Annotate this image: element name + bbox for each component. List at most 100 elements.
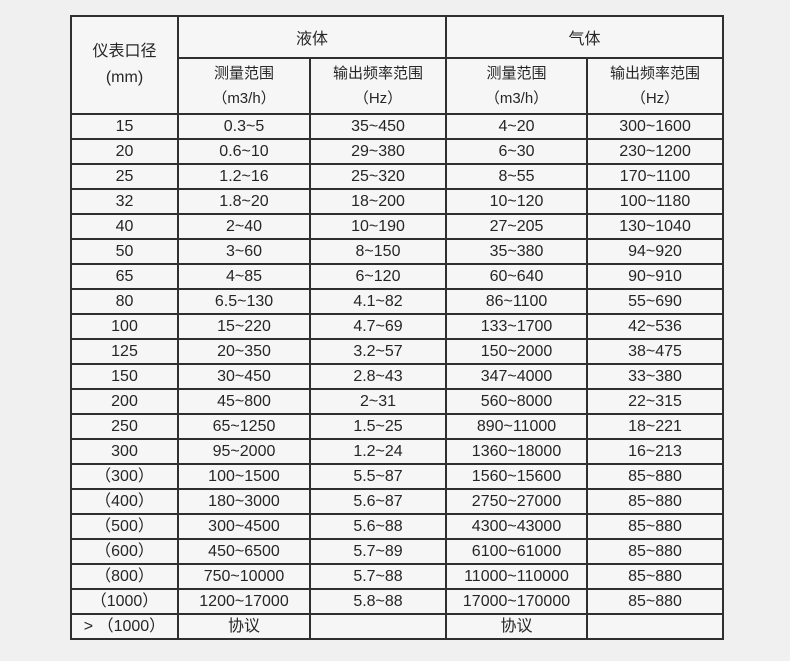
value-cell: 133~1700 xyxy=(445,313,589,340)
value-cell xyxy=(308,613,448,640)
value-cell: 11000~110000 xyxy=(445,563,589,590)
value-cell: 33~380 xyxy=(586,363,725,390)
column-header-gas-frequency-range: 输出频率范围 （Hz） xyxy=(586,57,725,115)
value-cell: 150~2000 xyxy=(445,338,589,365)
value-cell: 18~200 xyxy=(308,188,448,215)
caliber-cell: （400） xyxy=(70,488,179,515)
table-row: 15 0.3~5 35~450 4~20 300~1600 xyxy=(70,113,725,140)
value-cell: 300~4500 xyxy=(177,513,311,540)
measure-range-label: 测量范围 xyxy=(213,65,274,82)
table-row: 150 30~450 2.8~43 347~4000 33~380 xyxy=(70,363,725,390)
value-cell: 85~880 xyxy=(586,588,725,615)
caliber-cell: 20 xyxy=(70,138,179,165)
value-cell: 130~1040 xyxy=(586,213,725,240)
caliber-cell: 250 xyxy=(70,413,179,440)
value-cell: 5.7~88 xyxy=(308,563,448,590)
value-cell: 3.2~57 xyxy=(308,338,448,365)
value-cell: 1.8~20 xyxy=(177,188,311,215)
caliber-cell: （1000） xyxy=(70,588,179,615)
value-cell: 5.6~87 xyxy=(308,488,448,515)
caliber-label: 仪表口径 xyxy=(92,43,157,60)
table-row: 20 0.6~10 29~380 6~30 230~1200 xyxy=(70,138,725,165)
column-header-gas-measure-range: 测量范围 （m3/h） xyxy=(445,57,589,115)
value-cell: 8~150 xyxy=(308,238,448,265)
value-cell: 1.2~24 xyxy=(308,438,448,465)
column-header-liquid-measure-range: 测量范围 （m3/h） xyxy=(177,57,311,115)
value-cell: 85~880 xyxy=(586,538,725,565)
value-cell: 300~1600 xyxy=(586,113,725,140)
value-cell: 180~3000 xyxy=(177,488,311,515)
value-cell: 22~315 xyxy=(586,388,725,415)
value-cell: 45~800 xyxy=(177,388,311,415)
value-cell: 4~85 xyxy=(177,263,311,290)
frequency-range-label: 输出频率范围 xyxy=(610,65,701,82)
value-cell: 450~6500 xyxy=(177,538,311,565)
value-cell: 94~920 xyxy=(586,238,725,265)
value-cell: 85~880 xyxy=(586,513,725,540)
value-cell: 4.1~82 xyxy=(308,288,448,315)
measure-range-unit: （m3/h） xyxy=(484,90,549,107)
value-cell: 4300~43000 xyxy=(445,513,589,540)
value-cell: 86~1100 xyxy=(445,288,589,315)
value-cell: 16~213 xyxy=(586,438,725,465)
table-row: 100 15~220 4.7~69 133~1700 42~536 xyxy=(70,313,725,340)
value-cell: 4.7~69 xyxy=(308,313,448,340)
table-row: 40 2~40 10~190 27~205 130~1040 xyxy=(70,213,725,240)
value-cell: 1.2~16 xyxy=(177,163,311,190)
flow-meter-spec-table: 仪表口径 (mm) 液体 气体 测量范围 （m3/h） 输出频率范围 （Hz） … xyxy=(70,15,725,640)
table-row: （800） 750~10000 5.7~88 11000~110000 85~880 xyxy=(70,563,725,590)
caliber-cell: 25 xyxy=(70,163,179,190)
value-cell: 35~380 xyxy=(445,238,589,265)
spec-table-body: 15 0.3~5 35~450 4~20 300~1600 20 0.6~10 29~380 6… xyxy=(70,113,725,640)
value-cell: 2.8~43 xyxy=(308,363,448,390)
value-cell: 8~55 xyxy=(445,163,589,190)
value-cell: 5.8~88 xyxy=(308,588,448,615)
value-cell: 29~380 xyxy=(308,138,448,165)
caliber-cell: 40 xyxy=(70,213,179,240)
column-header-liquid-frequency-range: 输出频率范围 （Hz） xyxy=(308,57,448,115)
caliber-cell: 300 xyxy=(70,438,179,465)
value-cell: 170~1100 xyxy=(586,163,725,190)
header-group-row: 仪表口径 (mm) 液体 气体 xyxy=(70,15,725,115)
value-cell: 35~450 xyxy=(308,113,448,140)
value-cell: 5.5~87 xyxy=(308,463,448,490)
table-row: （400） 180~3000 5.6~87 2750~27000 85~880 xyxy=(70,488,725,515)
caliber-cell: （800） xyxy=(70,563,179,590)
group-header-gas: 气体 xyxy=(445,15,725,59)
value-cell: 25~320 xyxy=(308,163,448,190)
value-cell: 1560~15600 xyxy=(445,463,589,490)
caliber-cell: 125 xyxy=(70,338,179,365)
value-cell: 100~1180 xyxy=(586,188,725,215)
table-row: （1000） 1200~17000 5.8~88 17000~170000 85~880 xyxy=(70,588,725,615)
caliber-cell: 80 xyxy=(70,288,179,315)
table-row: 65 4~85 6~120 60~640 90~910 xyxy=(70,263,725,290)
caliber-cell: 15 xyxy=(70,113,179,140)
caliber-cell: （600） xyxy=(70,538,179,565)
table-row: （300） 100~1500 5.5~87 1560~15600 85~880 xyxy=(70,463,725,490)
frequency-range-unit: （Hz） xyxy=(630,90,680,107)
value-cell: 3~60 xyxy=(177,238,311,265)
value-cell: 6~120 xyxy=(308,263,448,290)
value-cell: 18~221 xyxy=(586,413,725,440)
header-sub-row: 测量范围 （m3/h） 输出频率范围 （Hz） 测量范围 （m3/h） 输出频率… xyxy=(71,57,725,115)
value-cell: 90~910 xyxy=(586,263,725,290)
caliber-cell: （500） xyxy=(70,513,179,540)
value-cell: 38~475 xyxy=(586,338,725,365)
value-cell: 0.6~10 xyxy=(177,138,311,165)
group-header-liquid: 液体 xyxy=(176,15,448,59)
value-cell: 2750~27000 xyxy=(445,488,589,515)
table-row: 250 65~1250 1.5~25 890~11000 18~221 xyxy=(70,413,725,440)
value-cell: 6~30 xyxy=(445,138,589,165)
value-cell: 5.6~88 xyxy=(308,513,448,540)
value-cell: 30~450 xyxy=(177,363,311,390)
value-cell: 55~690 xyxy=(586,288,725,315)
value-cell: 17000~170000 xyxy=(445,588,589,615)
value-cell: 347~4000 xyxy=(445,363,589,390)
table-row: 300 95~2000 1.2~24 1360~18000 16~213 xyxy=(70,438,725,465)
caliber-unit: (mm) xyxy=(105,69,144,86)
table-row: 32 1.8~20 18~200 10~120 100~1180 xyxy=(70,188,725,215)
value-cell: 协议 xyxy=(177,613,311,640)
frequency-range-label: 输出频率范围 xyxy=(333,65,424,82)
measure-range-unit: （m3/h） xyxy=(212,90,276,107)
value-cell: 2~40 xyxy=(177,213,311,240)
